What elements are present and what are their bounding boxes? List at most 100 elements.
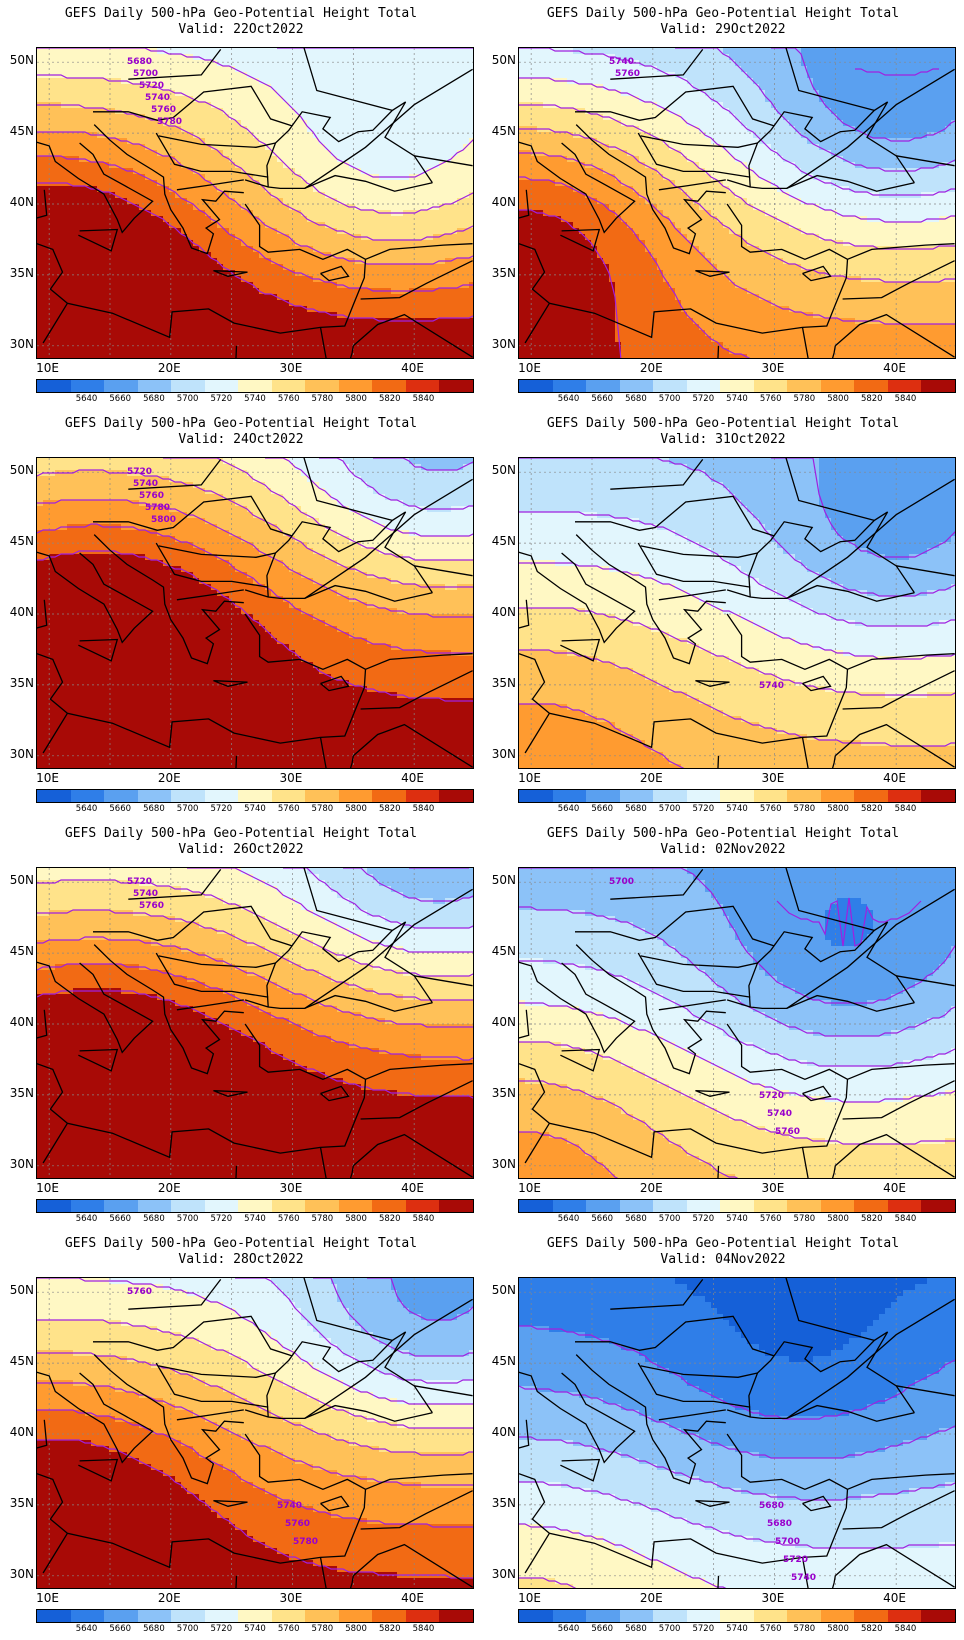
height-cell (445, 324, 452, 331)
height-cell (73, 234, 80, 241)
height-cell (145, 162, 152, 169)
height-cell (139, 246, 146, 253)
height-cell (319, 60, 326, 67)
height-cell (657, 108, 664, 115)
height-cell (331, 270, 338, 277)
height-cell (235, 72, 242, 79)
height-cell (79, 198, 86, 205)
height-cell (43, 90, 50, 97)
height-cell (283, 240, 290, 247)
height-cell (61, 318, 68, 325)
height-cell (205, 270, 212, 277)
height-cell (133, 354, 140, 358)
height-cell (97, 312, 104, 319)
height-cell (819, 126, 826, 133)
height-cell (211, 270, 218, 277)
height-cell (223, 306, 230, 313)
height-cell (951, 102, 955, 109)
height-cell (397, 246, 404, 253)
height-cell (133, 282, 140, 289)
height-cell (373, 312, 380, 319)
height-cell (735, 90, 742, 97)
height-cell (163, 90, 170, 97)
height-cell (415, 336, 422, 343)
height-cell (295, 342, 302, 349)
height-cell (85, 84, 92, 91)
height-cell (235, 102, 242, 109)
height-cell (457, 150, 464, 157)
height-cell (415, 258, 422, 265)
height-cell (229, 324, 236, 331)
height-cell (307, 120, 314, 127)
height-cell (849, 72, 856, 79)
height-cell (79, 294, 86, 301)
height-cell (621, 114, 628, 121)
height-cell (421, 78, 428, 85)
height-cell (741, 66, 748, 73)
height-cell (939, 72, 946, 79)
height-cell (337, 78, 344, 85)
height-cell (361, 144, 368, 151)
height-cell (145, 270, 152, 277)
height-cell (199, 114, 206, 121)
height-cell (379, 282, 386, 289)
height-cell (807, 84, 814, 91)
height-cell (343, 126, 350, 133)
height-cell (301, 336, 308, 343)
height-cell (873, 120, 880, 127)
height-cell (531, 138, 538, 145)
height-cell (223, 246, 230, 253)
lon-label: 20E (158, 361, 181, 375)
height-cell (415, 48, 422, 55)
height-cell (103, 162, 110, 169)
height-cell (139, 276, 146, 283)
height-cell (469, 270, 473, 277)
height-cell (229, 54, 236, 61)
height-cell (439, 60, 446, 67)
height-cell (103, 204, 110, 211)
height-cell (361, 222, 368, 229)
height-cell (415, 174, 422, 181)
height-cell (133, 318, 140, 325)
height-cell (229, 174, 236, 181)
height-cell (427, 168, 434, 175)
height-cell (915, 66, 922, 73)
height-cell (585, 72, 592, 79)
height-cell (825, 84, 832, 91)
height-cell (157, 204, 164, 211)
height-cell (921, 60, 928, 67)
height-cell (37, 276, 44, 283)
height-cell (295, 330, 302, 337)
height-cell (211, 228, 218, 235)
height-cell (319, 102, 326, 109)
height-cell (43, 78, 50, 85)
height-cell (663, 120, 670, 127)
height-cell (187, 294, 194, 301)
height-cell (73, 300, 80, 307)
height-cell (187, 120, 194, 127)
height-cell (567, 132, 574, 139)
height-cell (67, 252, 74, 259)
height-cell (885, 114, 892, 121)
height-cell (385, 126, 392, 133)
height-cell (259, 168, 266, 175)
height-cell (265, 174, 272, 181)
height-cell (579, 96, 586, 103)
height-cell (373, 354, 380, 358)
height-cell (307, 132, 314, 139)
height-cell (645, 96, 652, 103)
height-cell (337, 66, 344, 73)
height-cell (537, 78, 544, 85)
height-cell (633, 114, 640, 121)
height-cell (271, 204, 278, 211)
height-cell (151, 162, 158, 169)
height-cell (427, 222, 434, 229)
height-cell (97, 246, 104, 253)
height-cell (391, 282, 398, 289)
height-cell (693, 60, 700, 67)
height-cell (439, 72, 446, 79)
height-cell (331, 162, 338, 169)
height-cell (403, 150, 410, 157)
height-cell (397, 264, 404, 271)
height-cell (85, 234, 92, 241)
